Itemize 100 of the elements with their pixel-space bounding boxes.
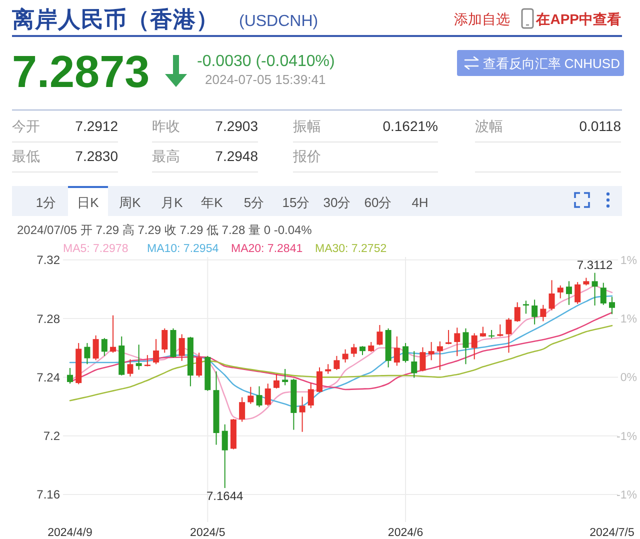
text: 查看反向汇率 CNHUSD bbox=[482, 56, 620, 71]
candlestick bbox=[273, 373, 280, 389]
x-tick-label: 2024/6 bbox=[388, 527, 424, 539]
candlestick bbox=[471, 332, 478, 360]
annotation: 7.1644 bbox=[206, 488, 244, 503]
candlestick bbox=[222, 424, 228, 488]
x-tick-label: 2024/7/5 bbox=[590, 527, 634, 539]
candlestick bbox=[376, 324, 383, 346]
y2-tick-label: 0% bbox=[620, 372, 637, 384]
candlestick bbox=[540, 304, 546, 322]
text: 最低 bbox=[12, 148, 40, 164]
candlestick bbox=[368, 342, 374, 352]
chart-title: 离岸人民币（香港） bbox=[11, 6, 219, 32]
y2-tick-label: -1% bbox=[616, 430, 637, 443]
candlestick bbox=[256, 386, 262, 408]
candlestick bbox=[239, 396, 246, 422]
candlestick bbox=[514, 302, 520, 322]
candlestick bbox=[92, 334, 99, 361]
text: 7.2873 bbox=[12, 46, 150, 97]
candlestick bbox=[308, 382, 314, 409]
candlestick bbox=[532, 299, 538, 325]
text: 最高 bbox=[152, 148, 180, 164]
y-tick-label: 7.24 bbox=[36, 370, 60, 384]
candlestick bbox=[402, 342, 409, 364]
y-tick-label: 7.28 bbox=[36, 312, 60, 326]
candlestick bbox=[428, 342, 434, 361]
y-tick-label: 7.16 bbox=[36, 488, 60, 502]
candlestick bbox=[84, 342, 90, 365]
text: 15分 bbox=[282, 195, 310, 210]
y-tick-label: 7.32 bbox=[36, 253, 60, 268]
candlestick bbox=[67, 367, 73, 384]
text: 年K bbox=[201, 195, 224, 210]
candlestick bbox=[316, 366, 322, 393]
text: 振幅 bbox=[293, 118, 321, 134]
candlestick bbox=[282, 368, 288, 386]
candlestick bbox=[350, 343, 357, 358]
text: 添加自选 bbox=[454, 11, 510, 27]
text: 昨收 bbox=[152, 118, 180, 134]
text: 0.0118 bbox=[579, 118, 622, 134]
text: MA10: 7.2954 bbox=[147, 243, 220, 255]
candlestick bbox=[101, 338, 108, 356]
candlestick bbox=[144, 354, 150, 367]
candlestick bbox=[196, 352, 202, 378]
text: 60分 bbox=[364, 195, 392, 210]
candlestick bbox=[136, 344, 142, 370]
text: -0.0030 (-0.0410%) bbox=[197, 53, 335, 70]
x-tick-label: 2024/5 bbox=[190, 527, 226, 539]
candlestick bbox=[600, 282, 606, 306]
line-series bbox=[69, 324, 613, 402]
text: 5分 bbox=[244, 195, 264, 210]
text: 0.1621% bbox=[382, 118, 438, 134]
candlestick bbox=[566, 280, 572, 306]
candlestick bbox=[446, 329, 452, 345]
text: MA30: 7.2752 bbox=[315, 243, 387, 255]
text: 7.2948 bbox=[215, 148, 258, 164]
y2-tick-label: 1% bbox=[620, 314, 637, 326]
annotation: 7.3112 bbox=[576, 258, 614, 272]
text: 月K bbox=[161, 195, 184, 210]
candlestick bbox=[420, 346, 426, 372]
text: 7.2903 bbox=[215, 118, 258, 134]
text: MA5: 7.2978 bbox=[63, 243, 128, 255]
candlestick bbox=[557, 284, 564, 299]
candlestick bbox=[394, 336, 400, 366]
y2-tick-label: -1% bbox=[616, 489, 637, 502]
candlestick bbox=[454, 327, 460, 357]
candlestick bbox=[127, 358, 134, 377]
candlestick bbox=[411, 350, 418, 378]
candlestick bbox=[609, 296, 615, 315]
candlestick bbox=[178, 334, 185, 362]
candlestick bbox=[548, 280, 555, 311]
text: 7.2912 bbox=[75, 118, 118, 134]
candlestick bbox=[592, 272, 598, 306]
text: 4H bbox=[412, 195, 428, 210]
candlestick bbox=[574, 282, 581, 304]
text: 周K bbox=[119, 195, 142, 210]
candlestick bbox=[110, 314, 116, 354]
text: 在APP中查看 bbox=[535, 11, 621, 27]
text: 7.2830 bbox=[75, 148, 118, 164]
text: 波幅 bbox=[475, 118, 503, 134]
y-tick-label: 7.2 bbox=[43, 429, 60, 444]
candlestick bbox=[462, 328, 469, 365]
candlestick bbox=[153, 338, 160, 365]
candlestick bbox=[497, 324, 504, 337]
candlestick bbox=[162, 328, 168, 354]
candlestick bbox=[522, 300, 529, 314]
text: 日K bbox=[77, 195, 100, 210]
text: 2024/07/05 开 7.29 高 7.29 收 7.29 低 7.28 量 0 -0.04% bbox=[17, 223, 312, 237]
text: 30分 bbox=[323, 195, 351, 210]
candlestick bbox=[436, 340, 443, 371]
candlestick bbox=[334, 355, 340, 371]
candlestick bbox=[506, 317, 512, 354]
text: 2024-07-05 15:39:41 bbox=[205, 72, 326, 87]
text: 1分 bbox=[36, 195, 56, 210]
text: 今开 bbox=[12, 118, 40, 134]
candlestick bbox=[325, 364, 332, 374]
candlestick bbox=[264, 383, 271, 406]
chart-subtitle: (USDCNH) bbox=[239, 13, 318, 30]
candlestick bbox=[342, 348, 348, 364]
candlestick bbox=[299, 396, 306, 432]
text: 报价 bbox=[292, 148, 321, 164]
